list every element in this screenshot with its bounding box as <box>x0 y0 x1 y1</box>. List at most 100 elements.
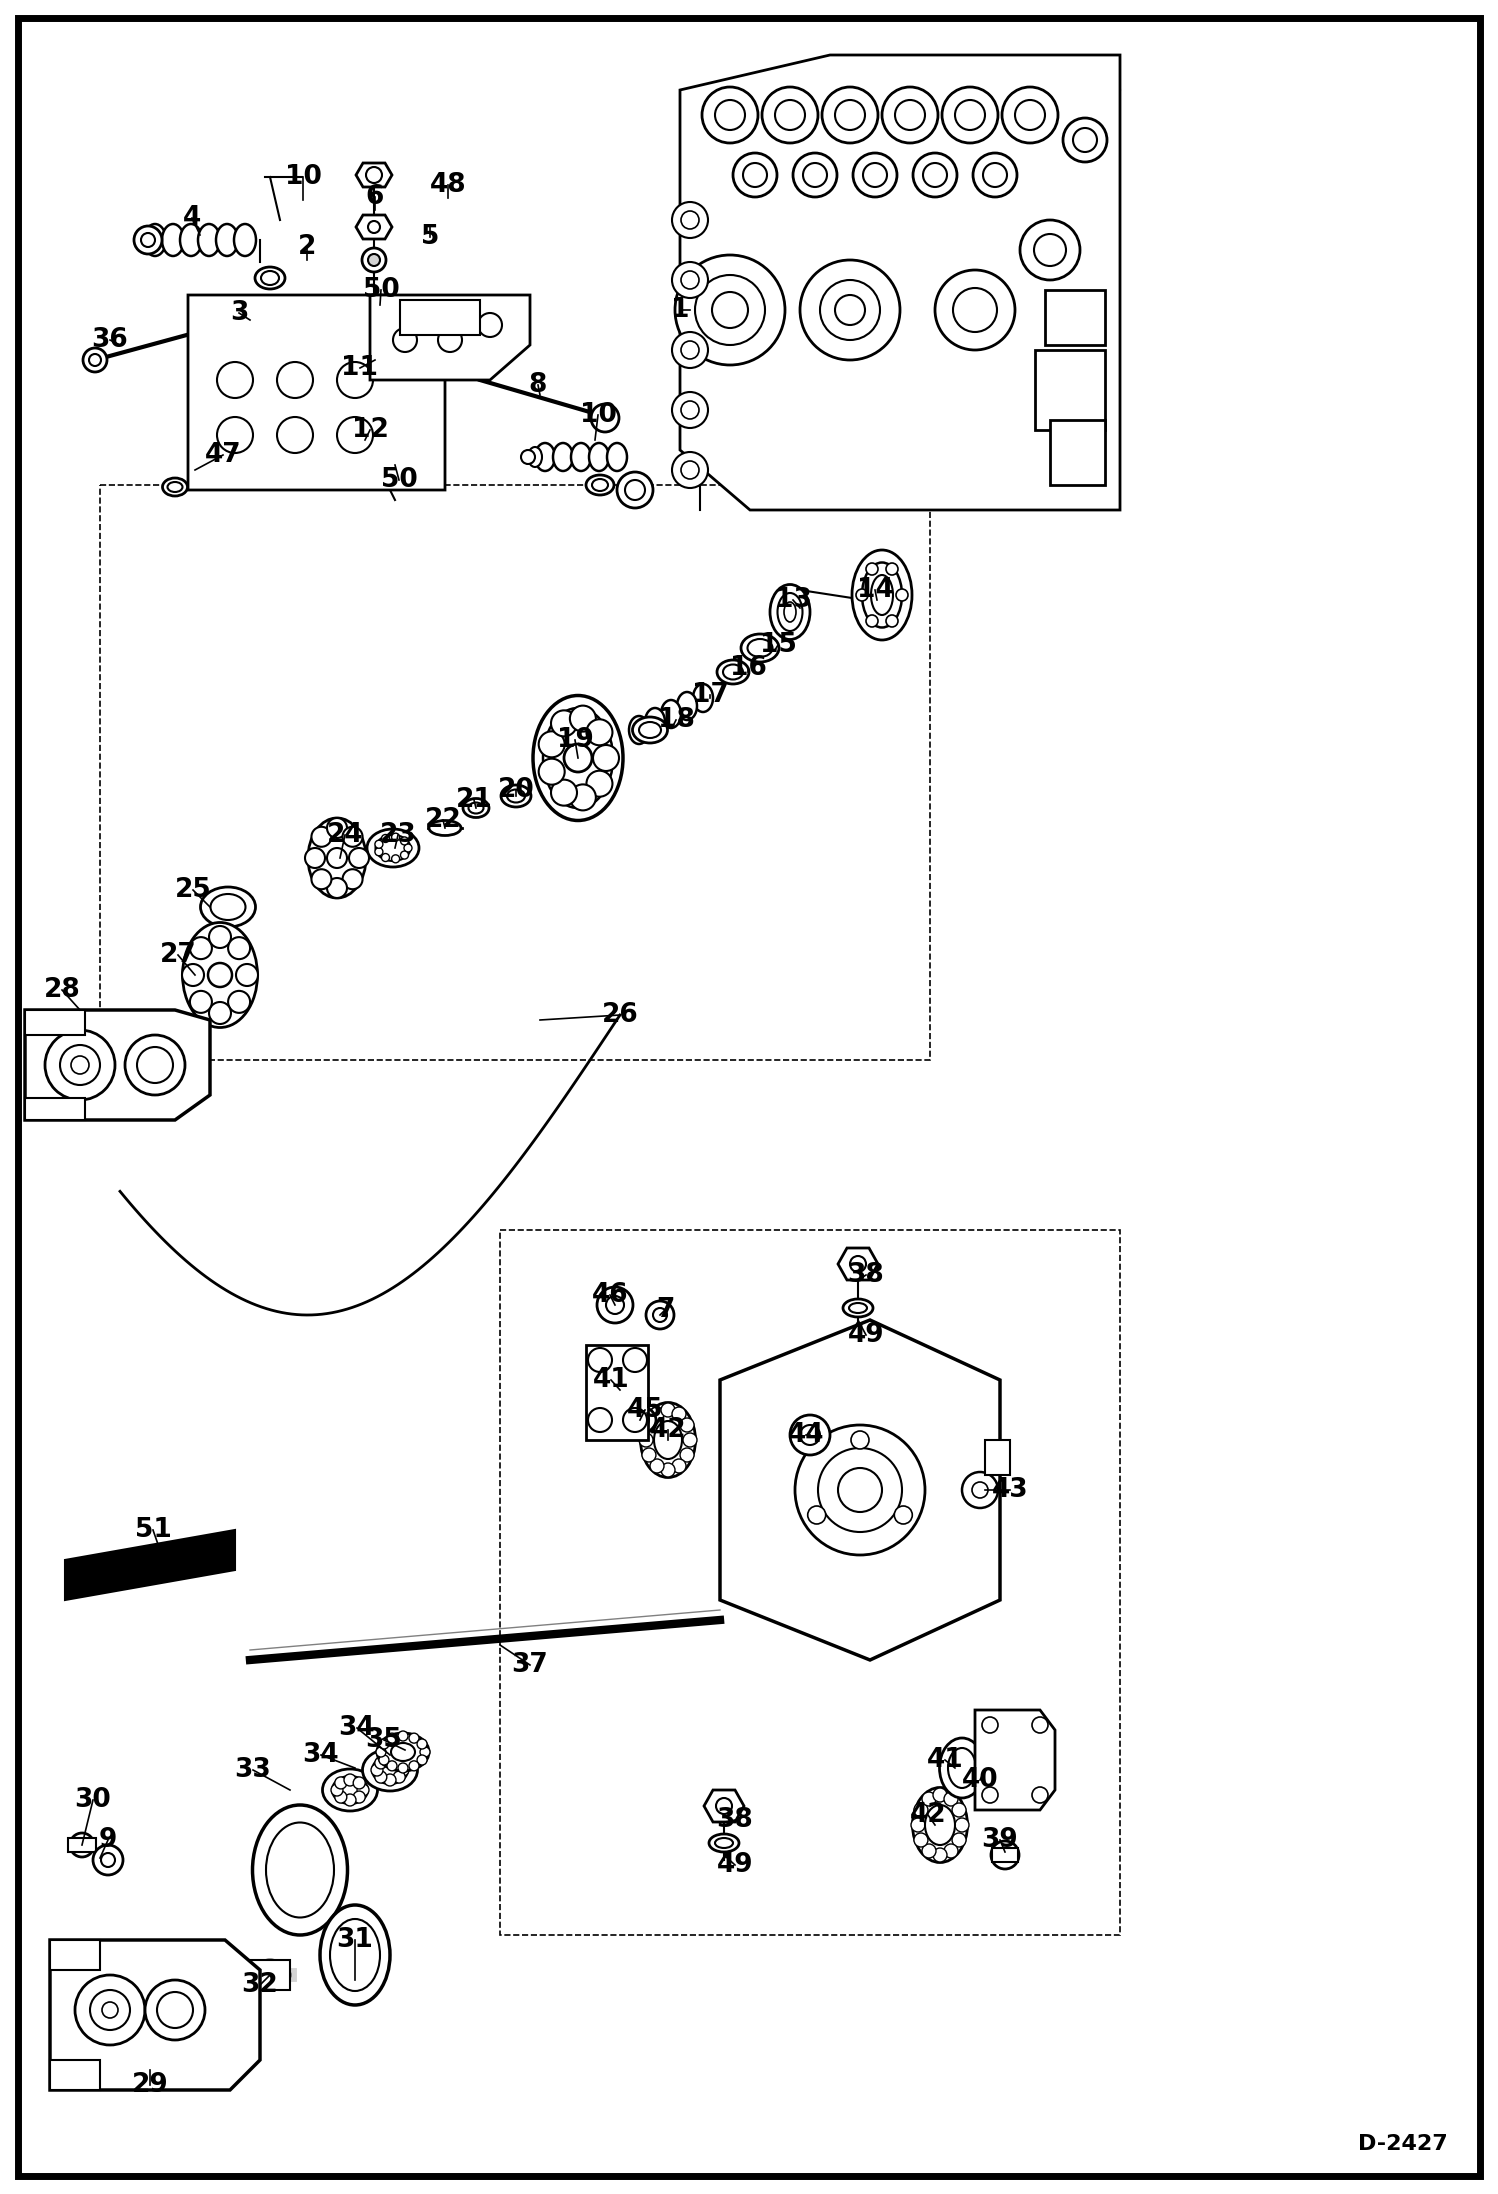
Circle shape <box>141 233 154 248</box>
Ellipse shape <box>849 1303 867 1312</box>
Text: 41: 41 <box>927 1746 963 1773</box>
Circle shape <box>623 1347 647 1371</box>
Ellipse shape <box>363 1749 418 1790</box>
Circle shape <box>933 1788 947 1801</box>
Circle shape <box>312 827 331 847</box>
Bar <box>49 1939 100 1970</box>
Ellipse shape <box>253 1806 348 1935</box>
Text: 10: 10 <box>285 165 322 191</box>
Circle shape <box>345 1795 357 1806</box>
Circle shape <box>673 202 709 237</box>
Circle shape <box>60 1044 100 1086</box>
Ellipse shape <box>718 660 749 685</box>
Circle shape <box>343 869 363 889</box>
Circle shape <box>157 1992 193 2027</box>
Circle shape <box>70 1055 88 1075</box>
Circle shape <box>379 1755 389 1764</box>
Circle shape <box>349 849 369 869</box>
Circle shape <box>715 101 745 129</box>
Ellipse shape <box>777 592 803 632</box>
Ellipse shape <box>330 1920 380 1990</box>
Ellipse shape <box>376 836 410 860</box>
Text: 13: 13 <box>774 588 812 612</box>
Circle shape <box>882 88 938 143</box>
Ellipse shape <box>607 443 628 472</box>
Circle shape <box>956 101 986 129</box>
Circle shape <box>93 1845 123 1876</box>
Circle shape <box>409 1733 419 1744</box>
Circle shape <box>277 417 313 452</box>
Circle shape <box>345 1775 357 1786</box>
Circle shape <box>834 294 864 325</box>
Text: 10: 10 <box>580 402 617 428</box>
Circle shape <box>912 154 957 197</box>
Circle shape <box>551 711 577 737</box>
Circle shape <box>124 1036 184 1095</box>
Text: 49: 49 <box>716 1852 753 1878</box>
Circle shape <box>628 1354 643 1367</box>
Circle shape <box>712 292 748 327</box>
Circle shape <box>944 1843 959 1858</box>
Circle shape <box>914 1832 927 1847</box>
Circle shape <box>650 1459 664 1472</box>
Circle shape <box>682 272 700 290</box>
Circle shape <box>834 101 864 129</box>
Ellipse shape <box>391 1742 415 1762</box>
Ellipse shape <box>198 224 220 257</box>
Circle shape <box>312 869 331 889</box>
Ellipse shape <box>646 709 665 735</box>
Text: 41: 41 <box>593 1367 629 1393</box>
Circle shape <box>383 1775 395 1786</box>
Ellipse shape <box>506 790 524 803</box>
Bar <box>1050 419 1106 485</box>
Ellipse shape <box>322 1768 377 1810</box>
Circle shape <box>923 162 947 186</box>
Circle shape <box>974 154 1017 197</box>
Circle shape <box>983 1786 998 1803</box>
Circle shape <box>382 853 389 862</box>
Text: 43: 43 <box>992 1477 1028 1503</box>
Circle shape <box>400 851 409 860</box>
Ellipse shape <box>632 717 668 744</box>
Ellipse shape <box>183 921 258 1027</box>
Circle shape <box>855 588 867 601</box>
Circle shape <box>866 564 878 575</box>
Circle shape <box>210 1003 231 1025</box>
Circle shape <box>625 480 646 500</box>
Ellipse shape <box>258 1966 283 1986</box>
Circle shape <box>863 162 887 186</box>
Circle shape <box>416 1755 427 1764</box>
Text: 22: 22 <box>424 807 461 834</box>
Circle shape <box>623 1409 647 1433</box>
Polygon shape <box>357 162 392 186</box>
Ellipse shape <box>592 478 608 491</box>
Text: 4: 4 <box>183 204 201 230</box>
Ellipse shape <box>180 224 202 257</box>
Circle shape <box>682 402 700 419</box>
Circle shape <box>682 461 700 478</box>
Circle shape <box>397 1764 409 1775</box>
Ellipse shape <box>261 272 279 285</box>
Circle shape <box>914 1803 927 1817</box>
Text: 1: 1 <box>671 296 689 323</box>
Text: 20: 20 <box>497 777 535 803</box>
Ellipse shape <box>201 886 256 928</box>
Circle shape <box>400 836 409 845</box>
Circle shape <box>935 270 1016 351</box>
Text: 27: 27 <box>160 941 196 968</box>
Text: 14: 14 <box>857 577 893 603</box>
Circle shape <box>800 261 900 360</box>
Circle shape <box>956 1819 969 1832</box>
Text: 23: 23 <box>379 823 416 849</box>
Circle shape <box>589 1409 613 1433</box>
Ellipse shape <box>553 443 574 472</box>
Polygon shape <box>721 1321 1001 1661</box>
Circle shape <box>391 834 400 840</box>
Circle shape <box>539 731 565 757</box>
Circle shape <box>661 1402 676 1417</box>
Circle shape <box>369 255 380 265</box>
Text: 16: 16 <box>730 656 767 680</box>
Ellipse shape <box>527 448 542 467</box>
Circle shape <box>643 1448 656 1461</box>
Circle shape <box>695 274 765 344</box>
